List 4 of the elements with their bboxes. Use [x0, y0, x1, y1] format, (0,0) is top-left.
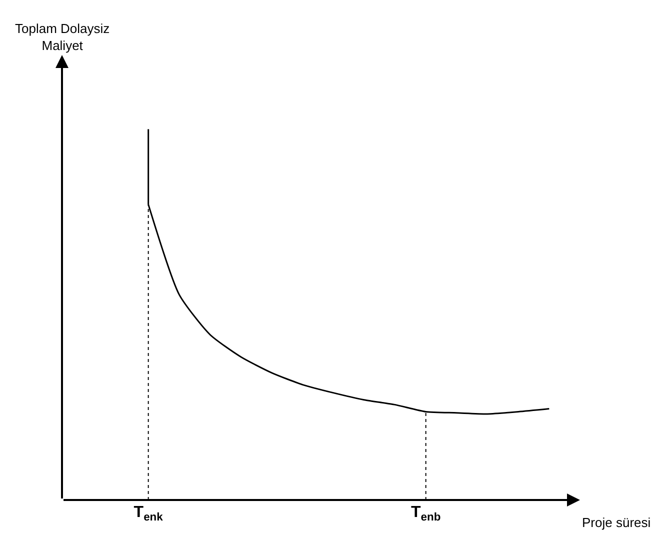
x-axis-title: Proje süresi — [582, 515, 651, 530]
x-tick-label: T$_{enb}$ — [410, 504, 441, 524]
x-tick-label: T$_{enk}$ — [134, 504, 164, 524]
text: Toplam Dolaysiz Maliyet — [15, 21, 110, 53]
